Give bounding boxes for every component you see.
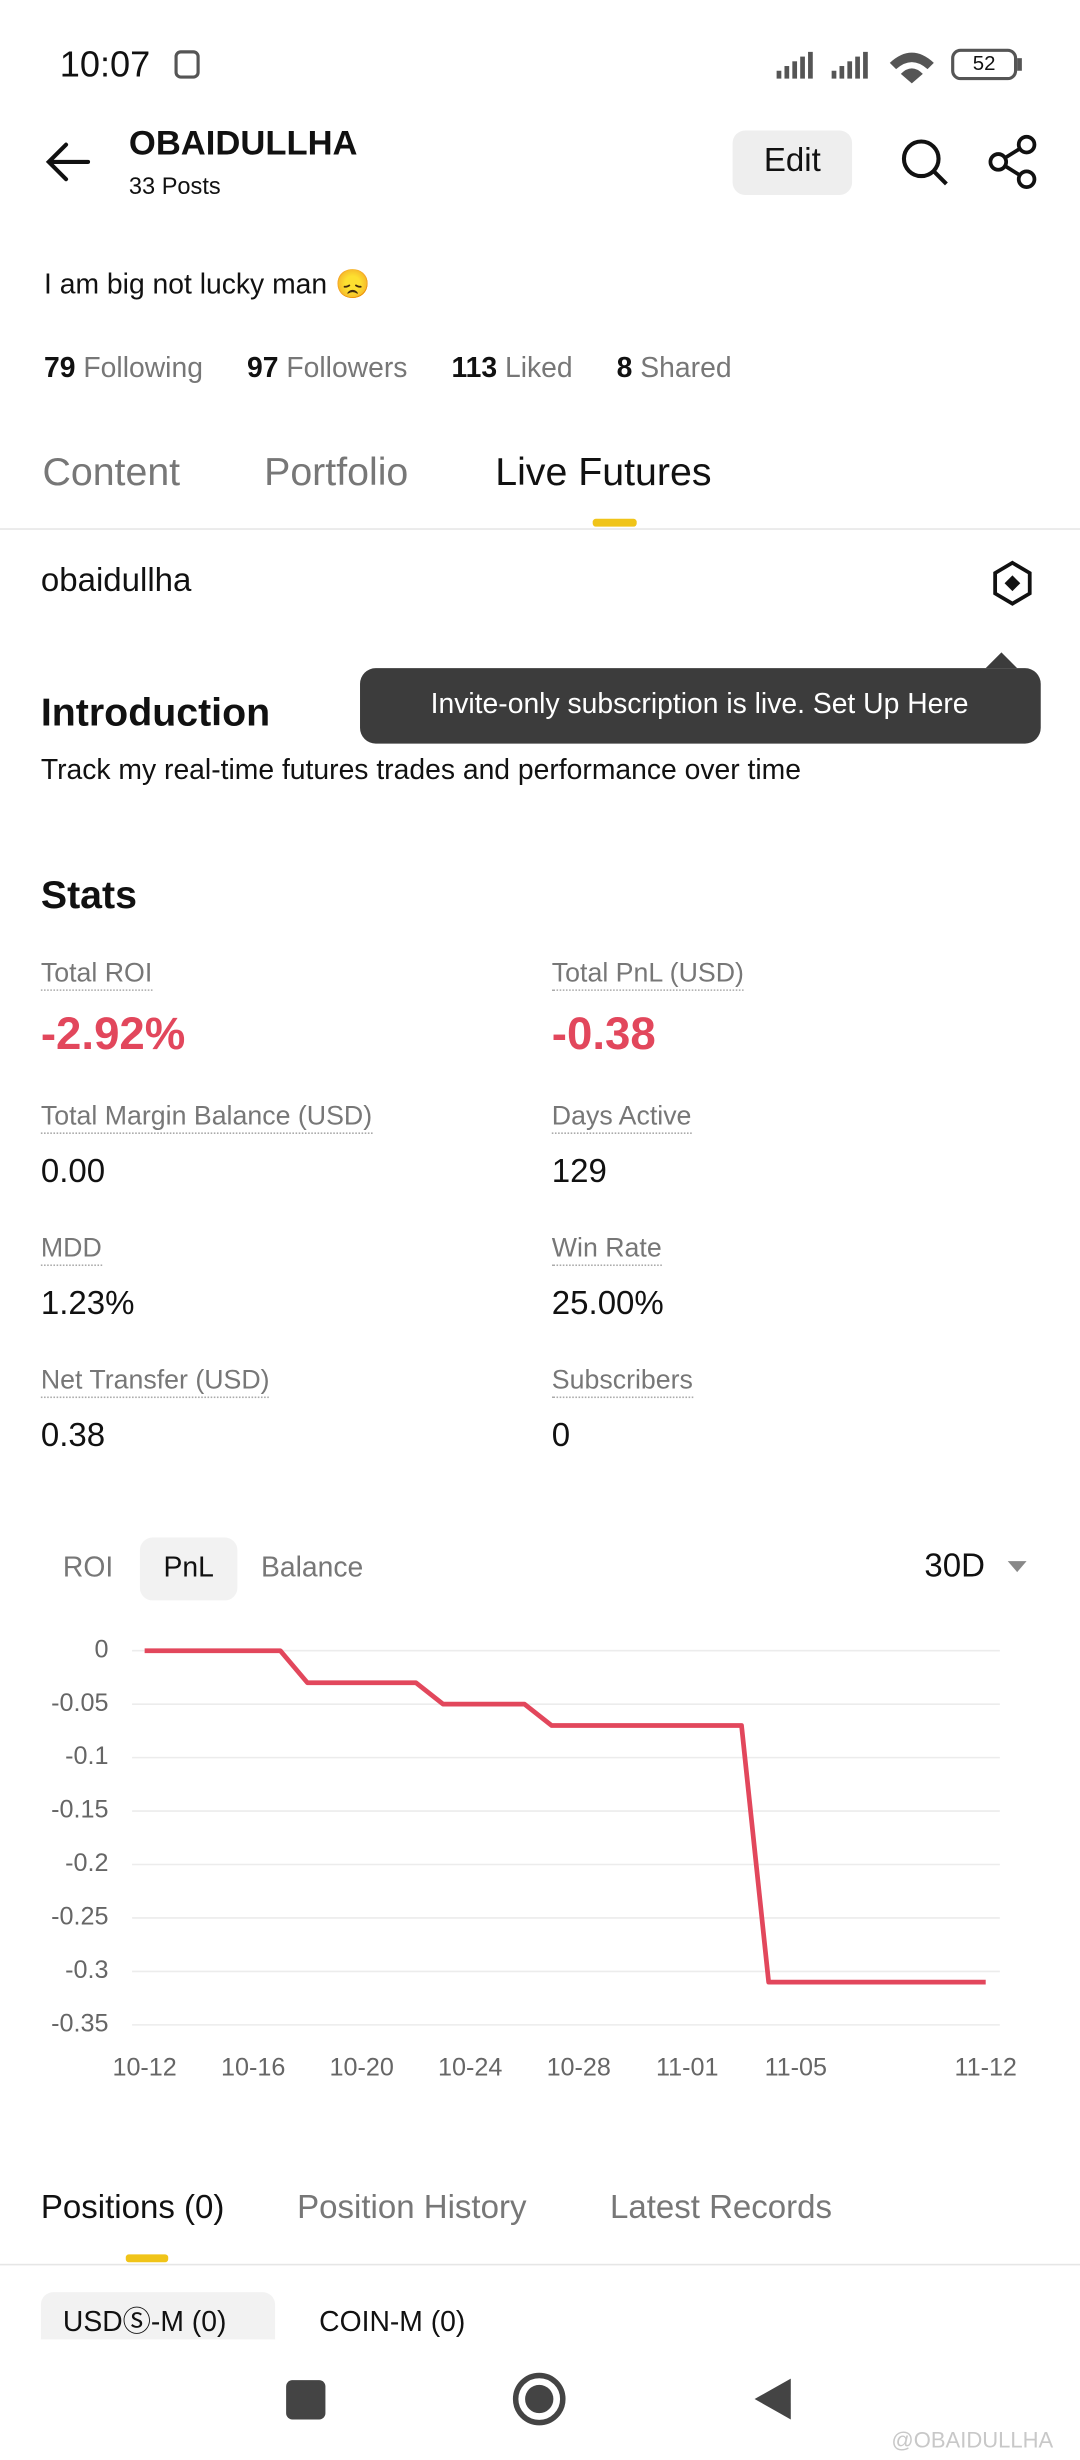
count-value: 97 [246,351,279,384]
x-tick-label: 10-20 [330,2054,394,2082]
sub-tab[interactable]: USDⓈ-M (0) [62,2305,227,2338]
top-icons [45,48,1037,195]
back-nav[interactable] [754,2378,791,2420]
x-tick-label: 10-16 [221,2054,285,2082]
tooltip-text[interactable]: Invite-only subscription is live. Set Up… [430,688,969,720]
share-button[interactable] [988,134,1037,189]
count-value: 8 [616,351,633,384]
tab[interactable]: Portfolio [264,450,409,495]
count-value: 79 [44,351,76,384]
counts: 79 Following 97 Followers 113 Liked 8 Sh… [44,352,732,385]
divider [0,2263,1080,2266]
count-label: Shared [640,351,732,384]
tooltip-box[interactable] [360,649,1042,746]
account-name: obaidullha [40,562,192,599]
y-tick-label: -0.2 [65,1849,108,1877]
stat-label[interactable]: Total PnL (USD) [551,958,744,992]
stat-value: 1.23% [40,1285,135,1323]
watermark: @OBAIDULLHA [891,2427,1054,2453]
nav-bar [0,2339,1080,2460]
status-icons [174,48,1022,84]
stat-label[interactable]: Total Margin Balance (USD) [40,1101,373,1135]
count[interactable]: 97 Followers [247,352,407,385]
count-label: Following [83,351,203,384]
tab-indicator [592,518,637,527]
y-tick-label: -0.25 [51,1903,108,1931]
sub-tab[interactable]: COIN-M (0) [319,2305,466,2338]
stat-label[interactable]: MDD [40,1233,102,1267]
settings-icon[interactable] [987,558,1037,608]
y-tick-label: -0.05 [51,1689,108,1717]
intro-text: Track my real-time futures trades and pe… [40,754,802,786]
stat-value: -2.92% [40,1009,186,1061]
stat-value: 0.38 [40,1417,106,1455]
x-tick-label: 11-01 [656,2054,718,2082]
count-value: 113 [451,351,498,384]
chart-tab[interactable]: ROI [62,1551,114,1583]
positions-tab[interactable]: Positions (0) [40,2189,225,2226]
posts-count: 33 Posts [128,173,221,201]
edit-label[interactable]: Edit [763,142,821,180]
recent-apps[interactable] [286,2380,326,2420]
clock: 10:07 [59,43,151,85]
stat-label[interactable]: Days Active [551,1101,692,1135]
x-tick-label: 10-12 [112,2054,176,2082]
count-label: Liked [505,351,573,384]
stat-value: 129 [551,1153,607,1190]
stat-value: 25.00% [551,1285,664,1323]
count[interactable]: 8 Shared [617,352,732,385]
stat-label[interactable]: Total ROI [40,958,153,992]
tab[interactable]: Content [42,450,181,495]
positions-tab[interactable]: Position History [297,2189,527,2226]
tab-active[interactable]: Live Futures [495,450,712,495]
count[interactable]: 113 Liked [451,352,572,385]
stat-value: -0.38 [551,1009,656,1061]
home-button[interactable] [512,2372,566,2426]
dropdown-caret[interactable] [1006,1560,1028,1576]
stat-label[interactable]: Net Transfer (USD) [40,1365,270,1399]
chart-tab-active[interactable]: PnL [163,1551,214,1583]
positions-tab[interactable]: Latest Records [609,2189,833,2226]
bio: I am big not lucky man 😞 [44,268,371,300]
y-tick-label: -0.1 [65,1742,108,1770]
x-tick-label: 10-28 [547,2054,611,2082]
stat-label[interactable]: Subscribers [551,1365,693,1399]
edit-button[interactable] [732,130,853,195]
y-tick-label: -0.15 [51,1796,108,1824]
x-tick-label: 11-05 [765,2054,827,2082]
pnl-line [144,1648,986,1985]
chart-tab[interactable]: Balance [260,1551,364,1583]
section-title: Stats [40,873,137,918]
chart-tab-pill [139,1537,238,1601]
stat-value: 0 [551,1417,571,1455]
count[interactable]: 79 Following [44,352,203,385]
y-tick-label: -0.35 [51,2010,108,2038]
search-button[interactable] [901,139,948,186]
section-title: Introduction [40,691,271,736]
stat-value: 0.00 [40,1153,106,1190]
x-tick-label: 10-24 [438,2054,502,2082]
period-select[interactable]: 30D [924,1548,985,1585]
x-tick-label: 11-12 [954,2054,1016,2082]
divider [0,528,1080,530]
stat-label[interactable]: Win Rate [551,1233,662,1267]
y-tick-label: 0 [94,1635,108,1663]
profile-name: OBAIDULLHA [128,123,358,163]
battery-level: 52 [972,51,996,75]
count-label: Followers [286,351,408,384]
tab-indicator [125,2254,169,2263]
back-button[interactable] [45,142,91,182]
y-tick-label: -0.3 [65,1956,108,1984]
